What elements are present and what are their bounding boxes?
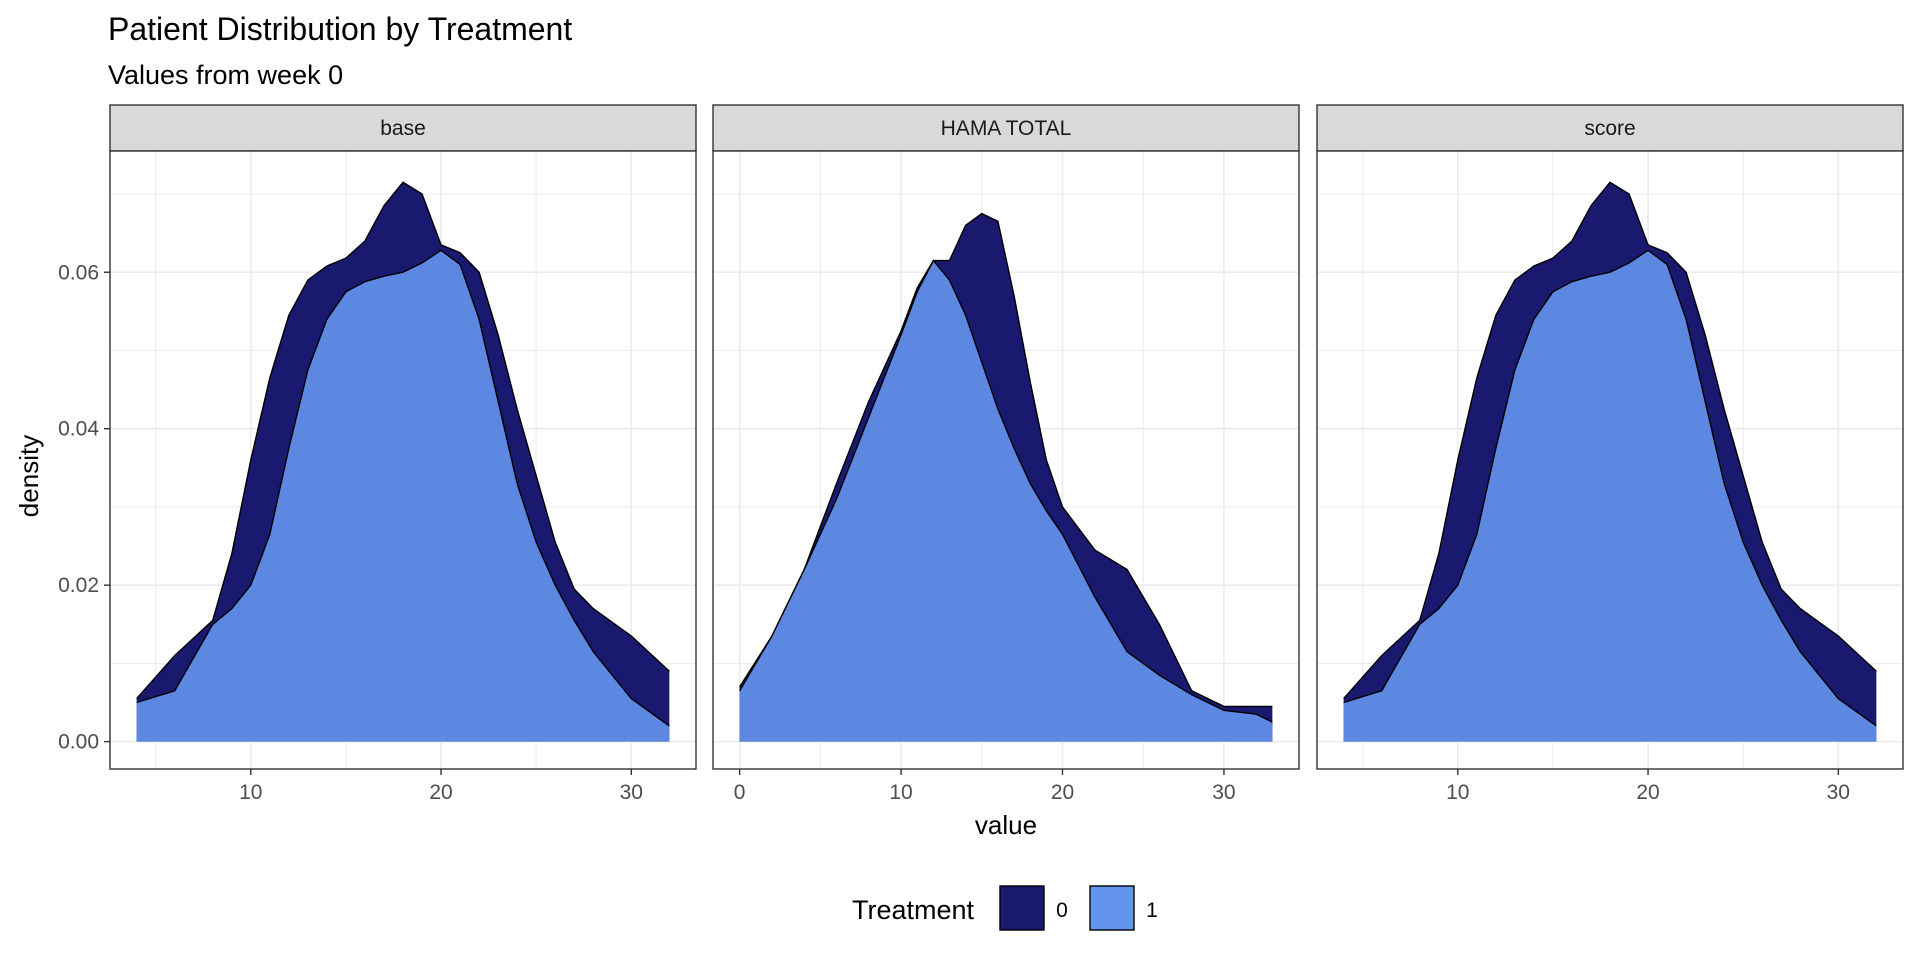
x-tick-label: 20	[1636, 781, 1659, 804]
panel-border	[109, 150, 697, 770]
chart-subtitle: Values from week 0	[108, 60, 343, 90]
facet-strip	[109, 104, 697, 152]
facet-strip-label: base	[380, 117, 426, 140]
density-area-treatment-1	[136, 250, 670, 742]
panel-border	[712, 150, 1300, 770]
x-tick-label: 10	[1446, 781, 1469, 804]
y-tick-label: 0.00	[58, 731, 99, 754]
y-tick-label: 0.02	[58, 574, 99, 597]
density-outline-treatment-0	[136, 181, 670, 700]
y-tick-label: 0.06	[58, 261, 99, 284]
legend-key-treatment-0	[999, 885, 1045, 931]
density-outline-treatment-0	[739, 212, 1273, 708]
panel-border	[1316, 150, 1904, 770]
x-tick-label: 30	[1827, 781, 1850, 804]
density-outline-treatment-0	[1343, 181, 1877, 700]
facet-strip	[1316, 104, 1904, 152]
density-area-treatment-1	[739, 260, 1273, 742]
facet-strip-label: HAMA TOTAL	[941, 117, 1072, 140]
legend-key-treatment-1	[1089, 885, 1135, 931]
facet-panel: HAMA TOTAL 0 10 20 30	[712, 104, 1300, 804]
density-area-treatment-1	[1343, 250, 1877, 742]
legend-title: Treatment	[852, 895, 975, 925]
density-outline-treatment-1	[1343, 249, 1877, 727]
facet-panel: base 10 20 30 0.00 0.02 0.04 0.06	[58, 104, 697, 804]
legend: Treatment 0 1	[852, 885, 1158, 931]
x-tick-label: 30	[620, 781, 643, 804]
x-tick-label: 10	[889, 781, 912, 804]
facet-panel: score 10 20 30	[1316, 104, 1904, 804]
facet-strip-label: score	[1584, 117, 1635, 140]
x-tick-label: 20	[429, 781, 452, 804]
density-outline-treatment-1	[739, 259, 1273, 723]
x-tick-label: 20	[1051, 781, 1074, 804]
x-axis-title: value	[975, 810, 1037, 840]
legend-label: 0	[1056, 899, 1068, 922]
x-tick-label: 10	[239, 781, 262, 804]
chart-title: Patient Distribution by Treatment	[108, 11, 572, 47]
x-tick-label: 30	[1212, 781, 1235, 804]
y-axis-title: density	[14, 435, 44, 517]
density-outline-treatment-1	[136, 249, 670, 727]
y-tick-label: 0.04	[58, 418, 99, 441]
legend-label: 1	[1146, 899, 1158, 922]
facet-panels: base 10 20 30 0.00 0.02 0.04 0.06 HAMA TOTAL 0 10 2…	[58, 104, 1904, 804]
x-tick-label: 0	[734, 781, 746, 804]
